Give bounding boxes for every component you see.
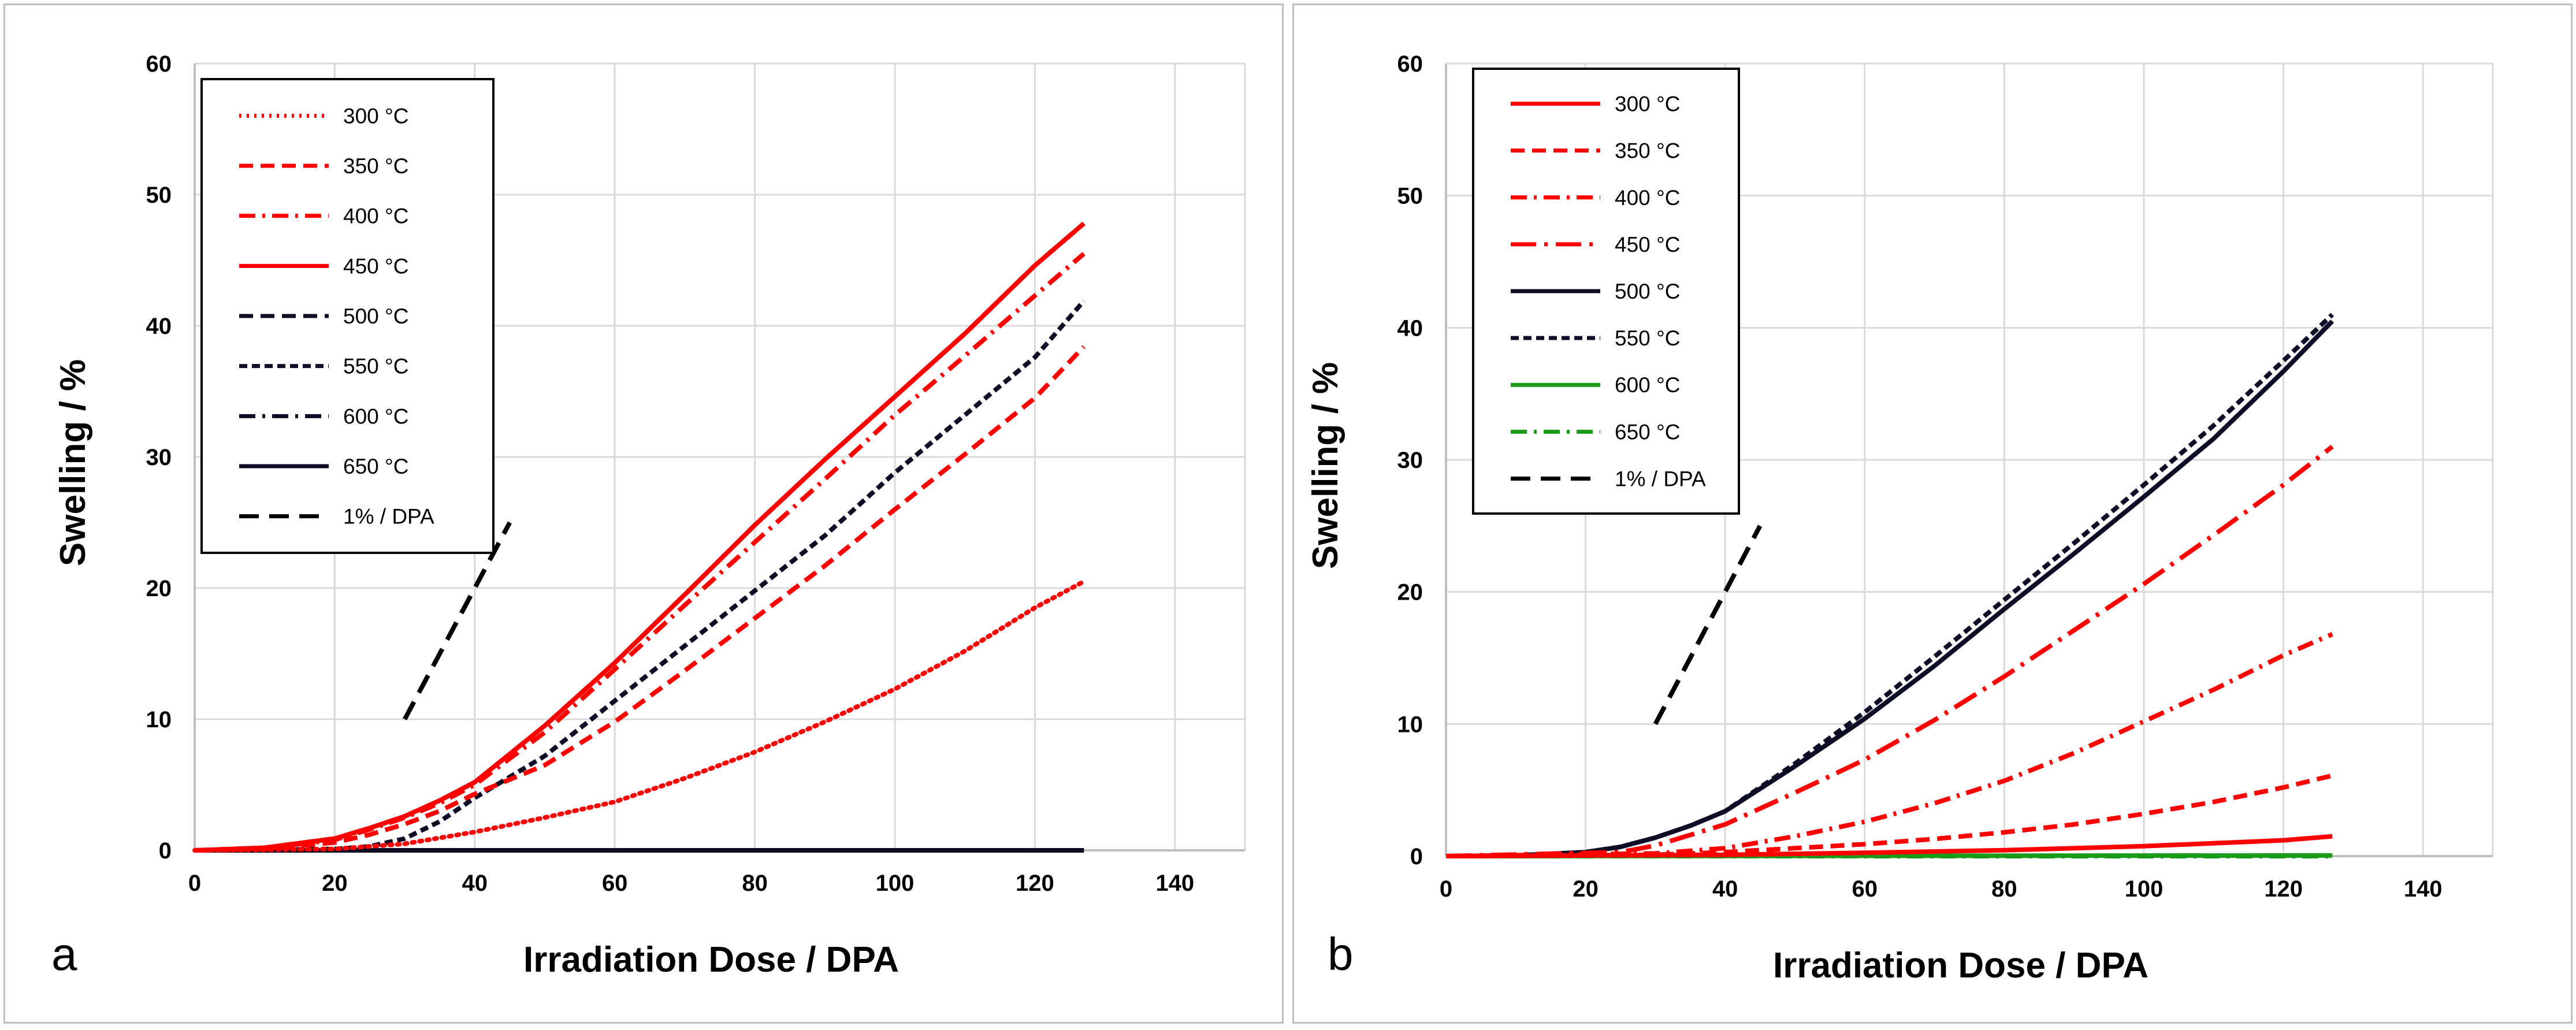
- y-axis-title: Swelling / %: [53, 359, 93, 566]
- y-tick-label: 20: [1397, 580, 1423, 605]
- x-tick-label: 0: [1440, 876, 1452, 902]
- x-tick-label: 100: [2125, 876, 2164, 902]
- series-line-400-c: [194, 252, 1086, 853]
- y-axis-title: Swelling / %: [1306, 362, 1345, 569]
- legend-label: 600 °C: [1615, 373, 1681, 397]
- series-line-300-c: [1445, 834, 2333, 858]
- legend-label: 500 °C: [1615, 280, 1681, 303]
- y-tick-label: 10: [1397, 712, 1423, 737]
- series-line-450-c: [1445, 444, 2334, 858]
- x-tick-label: 140: [1155, 871, 1194, 896]
- chart-b-svg: 0 20 40 60 80 100 120 140 0 10 20 30 40 50 60 Irradiati…: [1306, 51, 2494, 986]
- x-axis-title: Irradiation Dose / DPA: [523, 940, 899, 980]
- legend-label: 400 °C: [343, 204, 409, 228]
- series-line-450-c: [194, 221, 1086, 853]
- series-line-400-c: [1445, 632, 2333, 858]
- y-tick-label: 50: [1397, 184, 1423, 209]
- x-tick-label: 80: [1991, 876, 2017, 902]
- y-tick-label: 20: [146, 576, 172, 601]
- y-tick-label: 10: [146, 707, 172, 732]
- y-tick-label: 30: [1397, 448, 1423, 473]
- legend-label: 650 °C: [343, 455, 409, 478]
- series-line-500-c: [1445, 319, 2335, 858]
- y-tick-label: 60: [146, 51, 172, 77]
- x-tick-label: 0: [188, 871, 201, 896]
- y-tick-label: 0: [159, 838, 172, 864]
- legend-label: 550 °C: [1615, 326, 1681, 350]
- panel-label: a: [51, 928, 77, 980]
- x-tick-label: 20: [322, 871, 348, 896]
- y-tick-label: 30: [146, 445, 172, 470]
- x-tick-label: 120: [1016, 871, 1054, 896]
- legend-label: 550 °C: [343, 355, 409, 378]
- legend-label: 300 °C: [343, 104, 409, 128]
- y-tick-label: 60: [1397, 51, 1423, 77]
- y-tick-label: 40: [146, 314, 172, 339]
- legend-label: 650 °C: [1615, 420, 1681, 444]
- series-line-300-c: [192, 579, 1087, 853]
- chart-a-svg: 0 20 40 60 80 100 120 140 0 10 20 30 40 50 60 Irradiati…: [51, 51, 1246, 980]
- legend-label: 400 °C: [1615, 186, 1681, 210]
- y-tick-label: 0: [1410, 844, 1423, 869]
- x-tick-label: 40: [1712, 876, 1738, 902]
- legend-label: 600 °C: [343, 404, 409, 428]
- y-tick-label: 50: [146, 183, 172, 208]
- panel-label: b: [1328, 928, 1354, 980]
- x-tick-label: 80: [742, 871, 768, 896]
- x-tick-label: 140: [2404, 876, 2443, 902]
- legend-label: 350 °C: [343, 154, 409, 178]
- x-tick-label: 60: [1852, 876, 1878, 902]
- x-tick-label: 100: [876, 871, 915, 896]
- x-axis-title: Irradiation Dose / DPA: [1773, 946, 2148, 986]
- chart-panel-b: 0 20 40 60 80 100 120 140 0 10 20 30 40 50 60 Irradiati…: [1292, 3, 2573, 1024]
- x-tick-label: 60: [602, 871, 628, 896]
- legend-label: 300 °C: [1615, 92, 1681, 116]
- legend-label: 1% / DPA: [1615, 467, 1706, 490]
- legend-label: 1% / DPA: [343, 505, 434, 529]
- x-tick-label: 120: [2264, 876, 2303, 902]
- legend-label: 500 °C: [343, 304, 409, 328]
- legend-label: 450 °C: [1615, 233, 1681, 256]
- series-line-350-c: [194, 345, 1086, 853]
- x-tick-label: 20: [1573, 876, 1599, 902]
- chart-panel-a: 0 20 40 60 80 100 120 140 0 10 20 30 40 50 60 Irradiati…: [3, 3, 1284, 1024]
- legend-label: 450 °C: [343, 254, 409, 278]
- series-line-1-dpa: [1653, 525, 1763, 726]
- y-tick-label: 40: [1397, 315, 1423, 341]
- legend-label: 350 °C: [1615, 139, 1681, 163]
- series-line-550-c: [194, 299, 1086, 853]
- x-tick-label: 40: [462, 871, 488, 896]
- series-line-1-dpa: [403, 521, 512, 720]
